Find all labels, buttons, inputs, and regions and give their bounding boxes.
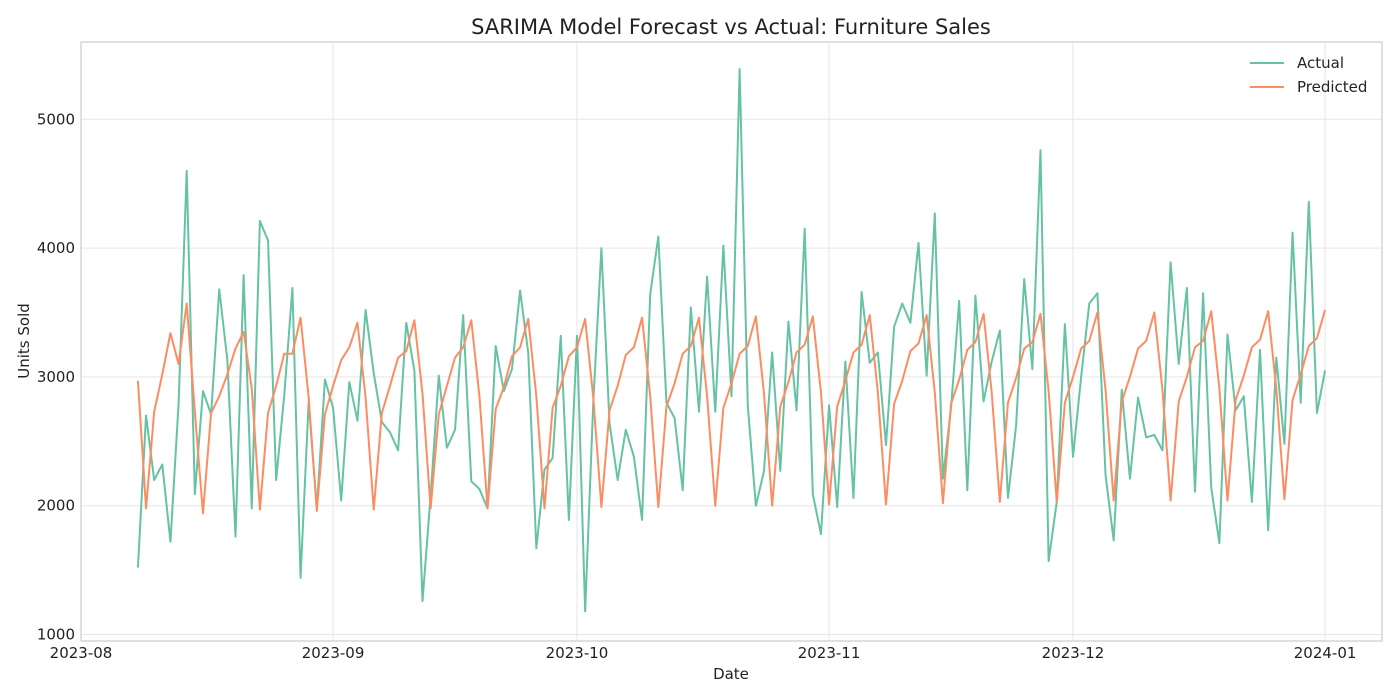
y-tick-label: 2000 bbox=[37, 497, 75, 515]
x-tick-label: 2023-10 bbox=[546, 644, 609, 662]
x-tick-label: 2024-01 bbox=[1294, 644, 1357, 662]
legend-label-predicted: Predicted bbox=[1297, 78, 1367, 96]
x-tick-label: 2023-12 bbox=[1042, 644, 1105, 662]
legend: Actual Predicted bbox=[1250, 54, 1367, 96]
y-tick-label: 4000 bbox=[37, 239, 75, 257]
y-tick-label: 1000 bbox=[37, 626, 75, 644]
grid bbox=[80, 42, 1382, 641]
x-tick-label: 2023-11 bbox=[798, 644, 861, 662]
x-tick-label: 2023-08 bbox=[50, 644, 113, 662]
plot-frame bbox=[80, 41, 1383, 642]
y-tick-label: 3000 bbox=[37, 368, 75, 386]
series-line-predicted bbox=[136, 302, 1327, 515]
x-tick-label: 2023-09 bbox=[302, 644, 365, 662]
series-layer bbox=[136, 68, 1327, 613]
tick-labels: 1000 2000 3000 4000 5000 2023-08 2023-09 2023-1… bbox=[37, 110, 1357, 662]
chart-title: SARIMA Model Forecast vs Actual: Furnitu… bbox=[471, 15, 991, 39]
series-line-actual bbox=[136, 68, 1327, 613]
legend-label-actual: Actual bbox=[1297, 54, 1344, 72]
y-tick-label: 5000 bbox=[37, 110, 75, 128]
y-axis-label: Units Sold bbox=[15, 303, 33, 379]
x-axis-label: Date bbox=[713, 665, 749, 683]
